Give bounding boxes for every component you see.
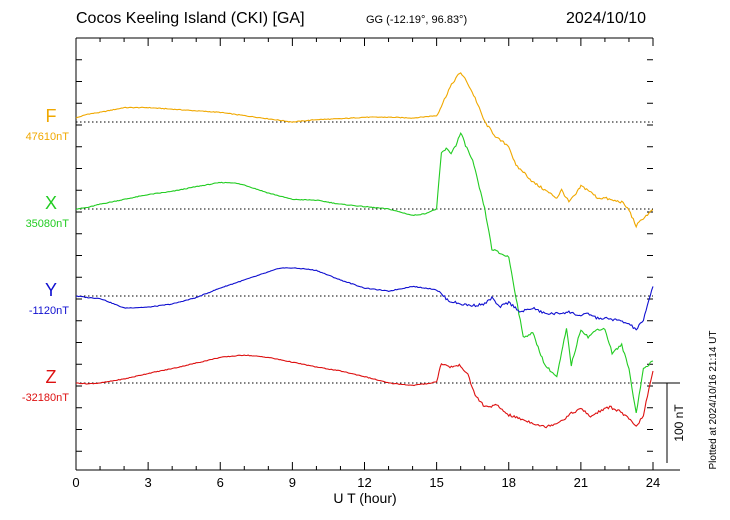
series-name-f: F: [46, 106, 57, 126]
chart-title: Cocos Keeling Island (CKI) [GA]: [76, 10, 305, 27]
series-line-x: [75, 132, 654, 413]
series-baseline-y: -1120nT: [29, 305, 69, 317]
x-tick-label: 6: [217, 475, 224, 490]
plot-frame: [75, 37, 680, 471]
series-name-x: X: [45, 193, 57, 213]
plotted-timestamp: Plotted at 2024/10/16 21:14 UT: [708, 331, 719, 470]
series-baseline-f: 47610nT: [26, 131, 70, 143]
series-line-y: [76, 267, 654, 331]
x-tick-label: 15: [429, 475, 443, 490]
x-tick-label: 24: [646, 475, 660, 490]
scale-bar-label: 100 nT: [672, 404, 686, 442]
chart-date: 2024/10/10: [566, 10, 647, 27]
x-tick-label: 12: [357, 475, 371, 490]
series-baseline-z: -32180nT: [22, 392, 69, 404]
x-axis-label: U T (hour): [333, 490, 396, 506]
x-tick-label: 3: [145, 475, 152, 490]
x-tick-label: 21: [574, 475, 588, 490]
x-tick-label: 18: [502, 475, 516, 490]
series-line-z: [75, 354, 654, 429]
scale-bar: 100 nT: [653, 382, 686, 463]
series-name-y: Y: [45, 280, 57, 300]
series-name-z: Z: [46, 367, 57, 387]
station-coordinates: GG (-12.19°, 96.83°): [366, 14, 468, 26]
x-tick-label: 0: [72, 475, 79, 490]
baseline-grid: [76, 121, 653, 384]
series-line-f: [75, 72, 654, 229]
series-labels: F 47610nT X 35080nT Y -1120nT Z -32180nT: [22, 106, 69, 404]
x-tick-label: 9: [289, 475, 296, 490]
series-baseline-x: 35080nT: [26, 218, 70, 230]
x-axis: 0 3 6 9 12 15 18 21 24: [72, 38, 660, 490]
series-layer: [75, 72, 654, 429]
